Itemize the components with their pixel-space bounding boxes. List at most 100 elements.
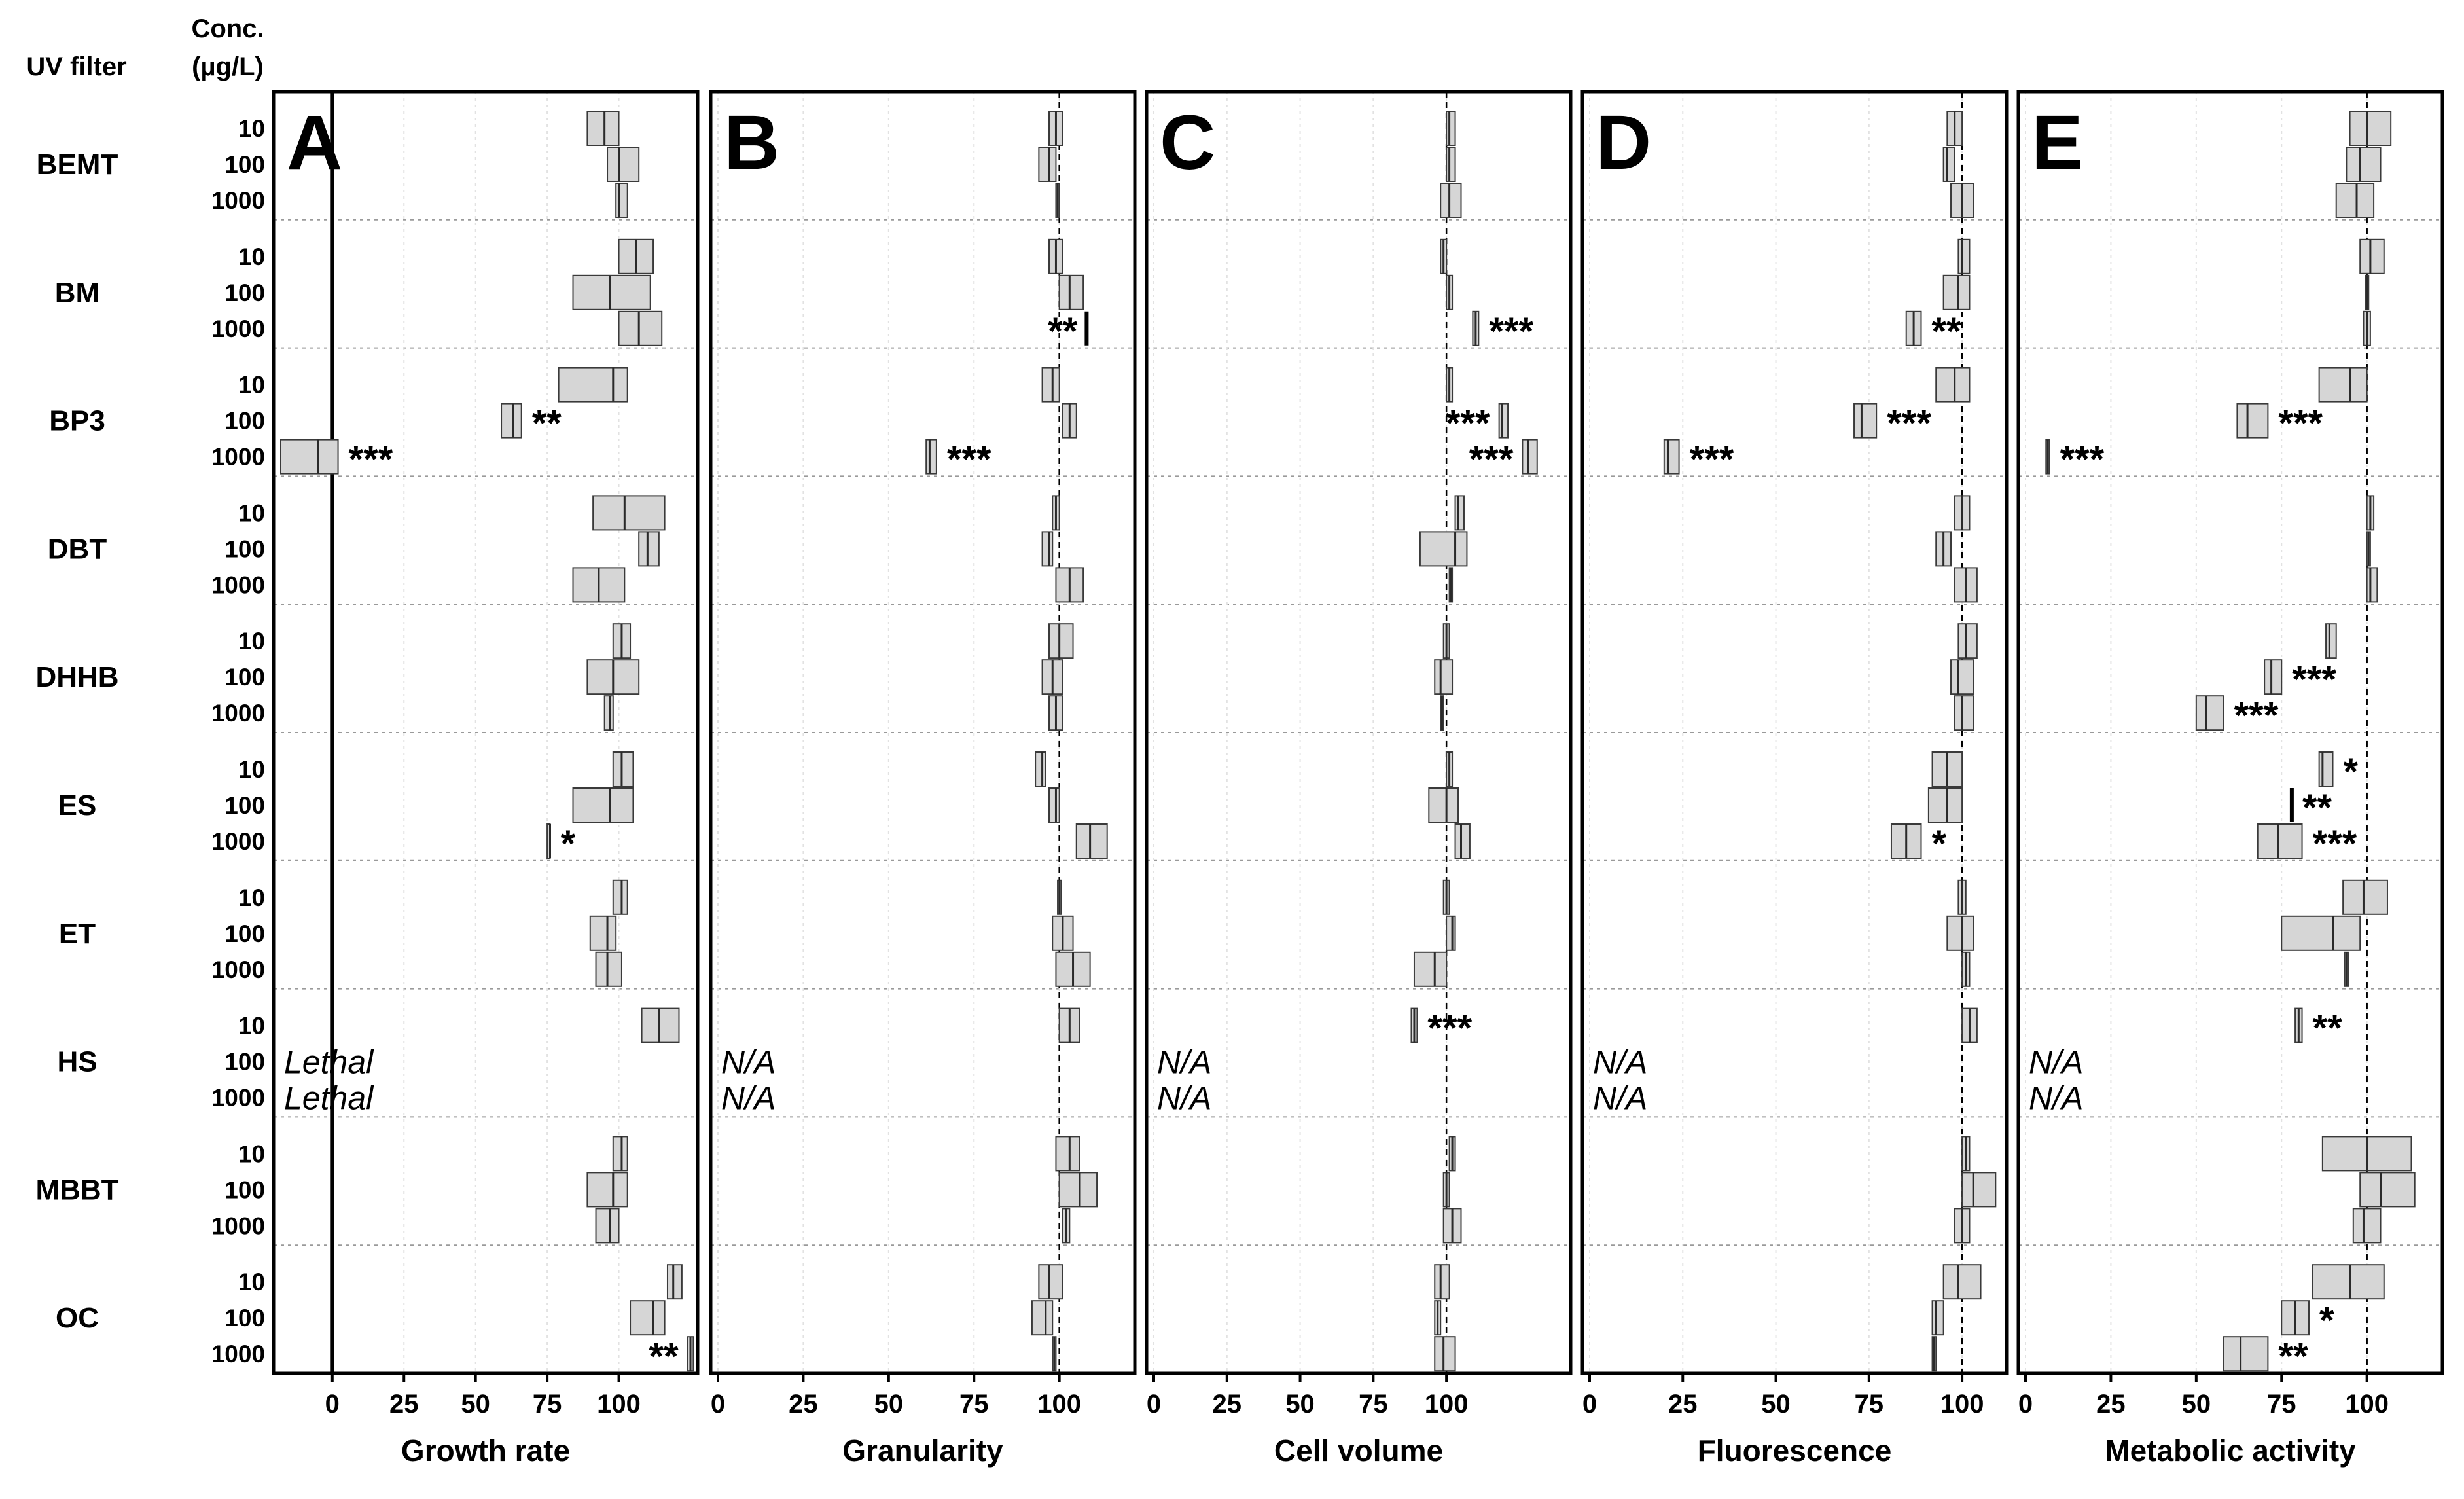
x-tick-label: 25 xyxy=(1668,1390,1698,1418)
box-d-mbbt-100 xyxy=(1961,1172,1997,1208)
box-a-dhhb-1000 xyxy=(603,695,614,731)
significance-label: *** xyxy=(2060,439,2105,481)
significance-label: *** xyxy=(2278,403,2323,445)
box-d-dhhb-100 xyxy=(1950,659,1974,695)
box-b-oc-10 xyxy=(1038,1264,1063,1300)
significance-label: ** xyxy=(2313,1007,2343,1050)
filter-label-bm: BM xyxy=(55,277,99,309)
box-a-bemt-100 xyxy=(607,147,640,182)
uv-filter-header: UV filter xyxy=(26,52,126,81)
significance-label: *** xyxy=(2313,823,2357,865)
box-d-bp3-100 xyxy=(1853,403,1878,439)
conc-label: 1000 xyxy=(211,956,265,983)
significance-label: ** xyxy=(1048,310,1078,353)
x-tick-label: 75 xyxy=(533,1390,562,1418)
box-e-bp3-100 xyxy=(2236,403,2269,439)
conc-label: 10 xyxy=(238,115,265,142)
box-b-oc-100 xyxy=(1031,1300,1054,1336)
conc-label: 1000 xyxy=(211,700,265,727)
box-a-oc-100 xyxy=(630,1300,666,1336)
box-e-es-1000 xyxy=(2257,823,2303,859)
x-tick-label: 25 xyxy=(389,1390,419,1418)
panel-label-b: B xyxy=(724,99,779,186)
box-c-oc-10 xyxy=(1434,1264,1450,1300)
na-label: N/A xyxy=(721,1080,776,1117)
panel-e: ***********************N/AN/AE0 25 50 75 100… xyxy=(2016,90,2444,1468)
significance-label: *** xyxy=(1469,439,1514,481)
box-b-bm-100 xyxy=(1058,274,1084,310)
x-tick-label: 50 xyxy=(1761,1390,1791,1418)
conc-label: 100 xyxy=(224,408,265,435)
box-d-dhhb-10 xyxy=(1957,623,1978,659)
significance-label: ** xyxy=(1931,310,1961,353)
box-d-es-100 xyxy=(1927,787,1963,823)
x-tick-label: 50 xyxy=(1285,1390,1315,1418)
box-c-oc-1000 xyxy=(1434,1336,1456,1372)
box-a-bemt-1000 xyxy=(615,183,628,218)
box-a-es-100 xyxy=(572,787,634,823)
conc-label: 10 xyxy=(238,628,265,655)
conc-label: 100 xyxy=(224,280,265,306)
na-label: N/A xyxy=(1157,1080,1211,1117)
box-a-bm-1000 xyxy=(618,310,663,346)
box-e-dbt-1000 xyxy=(2366,567,2378,603)
box-e-oc-10 xyxy=(2312,1264,2385,1300)
box-e-bemt-10 xyxy=(2349,111,2392,146)
significance-label: * xyxy=(560,823,575,865)
conc-label: 100 xyxy=(224,1176,265,1203)
x-tick-label: 50 xyxy=(874,1390,904,1418)
x-tick-label: 0 xyxy=(325,1390,340,1418)
box-e-et-100 xyxy=(2281,915,2361,951)
box-c-dbt-10 xyxy=(1454,495,1465,531)
x-axis-label-c: Cell volume xyxy=(1274,1434,1443,1468)
x-tick-label: 75 xyxy=(959,1390,989,1418)
box-e-dhhb-10 xyxy=(2325,623,2337,659)
conc-label: 10 xyxy=(238,1013,265,1039)
box-b-dbt-100 xyxy=(1041,531,1054,567)
panel-frame xyxy=(1145,90,1573,1375)
box-e-bp3-10 xyxy=(2318,367,2368,403)
significance-label: *** xyxy=(1887,403,1931,445)
box-b-mbbt-10 xyxy=(1055,1136,1080,1172)
filter-label-oc: OC xyxy=(56,1302,99,1334)
box-b-bp3-10 xyxy=(1041,367,1060,403)
significance-label: ** xyxy=(649,1335,679,1378)
conc-label: 10 xyxy=(238,1269,265,1295)
significance-label: * xyxy=(2319,1299,2334,1342)
x-tick-label: 100 xyxy=(1940,1390,1984,1418)
conc-label: 1000 xyxy=(211,1341,265,1367)
x-tick-label: 100 xyxy=(1425,1390,1469,1418)
box-c-et-1000 xyxy=(1413,951,1448,987)
box-b-dhhb-10 xyxy=(1048,623,1074,659)
panel-label-c: C xyxy=(1160,99,1215,186)
significance-label: *** xyxy=(349,439,393,481)
panel-label-d: D xyxy=(1596,99,1651,186)
box-e-bm-10 xyxy=(2359,238,2385,274)
box-a-oc-10 xyxy=(666,1264,683,1300)
x-tick-label: 100 xyxy=(1037,1390,1081,1418)
significance-label: *** xyxy=(1690,439,1734,481)
box-d-bp3-1000 xyxy=(1663,439,1680,475)
box-b-bp3-1000 xyxy=(925,439,937,475)
box-e-bemt-1000 xyxy=(2335,183,2375,218)
box-e-mbbt-1000 xyxy=(2352,1208,2382,1244)
x-tick-label: 25 xyxy=(2096,1390,2126,1418)
significance-label: *** xyxy=(947,439,991,481)
filter-label-hs: HS xyxy=(57,1046,97,1078)
box-a-bp3-100 xyxy=(501,403,522,439)
na-label: N/A xyxy=(2029,1044,2083,1081)
conc-label: 1000 xyxy=(211,828,265,855)
box-e-dhhb-100 xyxy=(2264,659,2283,695)
x-tick-label: 75 xyxy=(1359,1390,1388,1418)
box-e-bemt-100 xyxy=(2346,147,2382,182)
box-b-es-10 xyxy=(1035,751,1046,787)
panel-frame xyxy=(1580,90,2009,1375)
box-a-mbbt-100 xyxy=(586,1172,628,1208)
box-b-mbbt-100 xyxy=(1058,1172,1098,1208)
significance-label: *** xyxy=(1446,403,1490,445)
box-a-dbt-10 xyxy=(592,495,666,531)
